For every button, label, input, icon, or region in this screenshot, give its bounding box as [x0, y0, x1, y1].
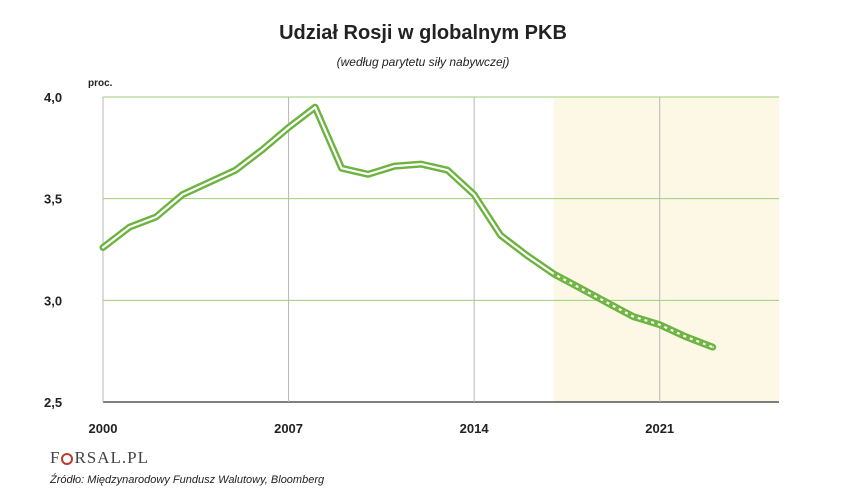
source-note: Źródło: Międzynarodowy Fundusz Walutowy,… — [50, 474, 325, 486]
y-tick-label: 3,0 — [44, 293, 62, 308]
y-tick-label: 4,0 — [44, 90, 62, 105]
x-tick-label: 2007 — [274, 421, 303, 436]
logo-text-start: F — [50, 448, 61, 467]
y-tick-label: 3,5 — [44, 192, 62, 207]
series-line-forecast — [553, 272, 714, 349]
x-tick-label: 2000 — [89, 421, 118, 436]
forsal-logo: F RSAL.PL — [50, 448, 149, 468]
chart-subtitle: (według parytetu siły nabywczej) — [336, 55, 510, 69]
y-tick-label: 2,5 — [44, 395, 62, 410]
x-tick-label: 2014 — [460, 421, 490, 436]
forecast-band — [553, 97, 779, 402]
logo-text-end: RSAL.PL — [74, 448, 150, 467]
logo-o-icon — [61, 453, 74, 465]
chart-title: Udział Rosji w globalnym PKB — [279, 22, 567, 44]
x-tick-label: 2021 — [645, 421, 674, 436]
y-axis-unit-label: proc. — [88, 78, 113, 89]
